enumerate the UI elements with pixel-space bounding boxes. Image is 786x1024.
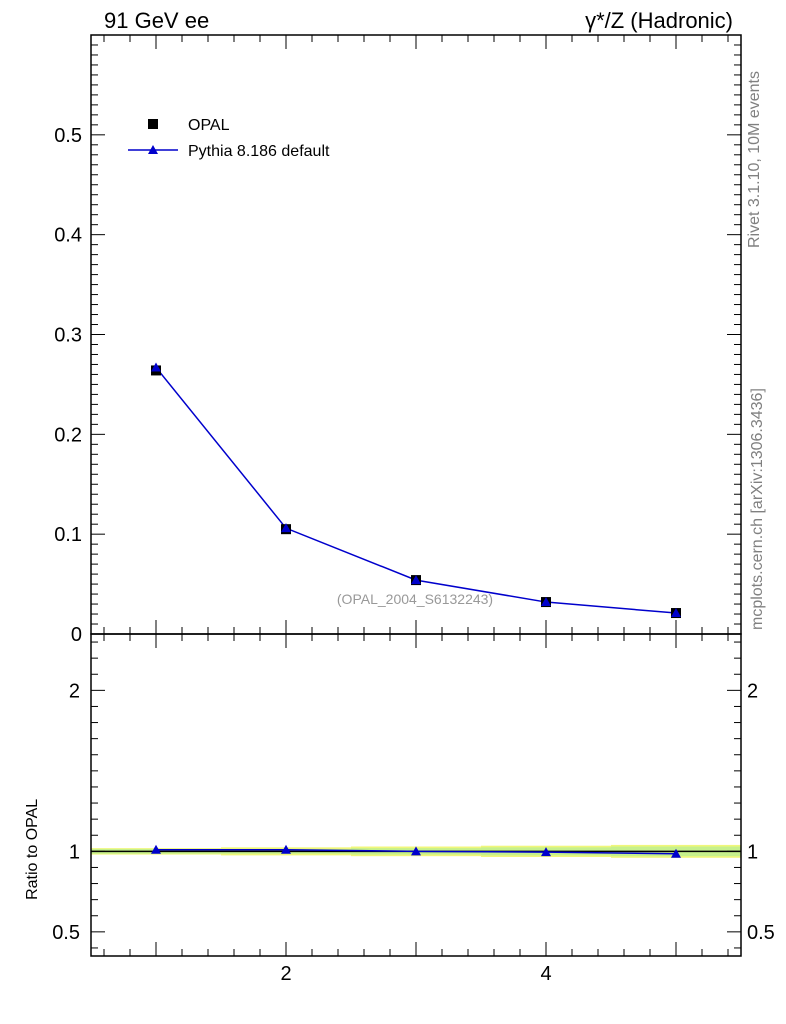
mc-data-point: [281, 523, 291, 533]
ratio-y-tick-label-right: 0.5: [747, 922, 775, 944]
legend-mc-label: Pythia 8.186 default: [188, 143, 330, 160]
ratio-data-point: [151, 844, 161, 854]
mc-data-point: [411, 575, 421, 585]
y-tick-label: 0.4: [54, 225, 82, 247]
mc-data-point: [671, 608, 681, 618]
ratio-y-tick-label-left: 2: [69, 680, 80, 702]
ratio-y-tick-label-right: 1: [747, 841, 758, 863]
ratio-y-tick-label-right: 2: [747, 680, 758, 702]
legend-opal-label: OPAL: [188, 117, 230, 134]
y-tick-label: 0.3: [54, 325, 82, 347]
mc-data-point: [541, 597, 551, 607]
legend-mc-marker: [148, 145, 158, 154]
y-tick-label: 0.1: [54, 524, 82, 546]
x-tick-label: 4: [540, 963, 551, 985]
analysis-watermark: (OPAL_2004_S6132243): [337, 591, 493, 607]
ratio-frame: [90, 633, 742, 957]
ratio-data-point: [541, 847, 551, 857]
ratio-data-point: [281, 844, 291, 854]
ratio-y-tick-label-left: 1: [69, 841, 80, 863]
ratio-data-point: [671, 848, 681, 858]
plot-title-left: 91 GeV ee: [104, 8, 210, 33]
x-tick-label: 2: [280, 963, 291, 985]
legend-opal-marker: [148, 119, 158, 129]
ratio-y-tick-label-left: 0.5: [52, 922, 80, 944]
plot-title-right: γ*/Z (Hadronic): [585, 8, 733, 33]
y-tick-label: 0.2: [54, 424, 82, 446]
y-tick-label: 0: [71, 624, 82, 646]
y-tick-label: 0.5: [54, 125, 82, 147]
ratio-y-axis-label: Ratio to OPAL: [24, 799, 41, 900]
mc-data-point: [151, 362, 161, 372]
ratio-data-point: [411, 846, 421, 856]
